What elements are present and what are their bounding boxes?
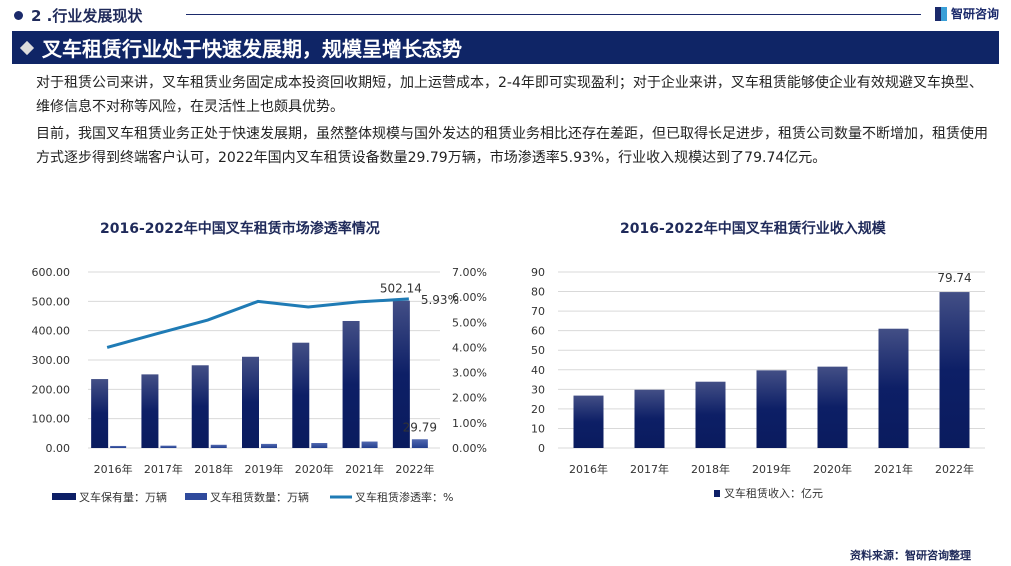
data-label: 29.79 — [403, 420, 437, 434]
x-tick-label: 2017年 — [144, 462, 183, 476]
y-tick-label: 0.00 — [46, 442, 71, 455]
legend-swatch — [185, 493, 207, 500]
bar-revenue — [756, 370, 787, 448]
bullet-icon — [14, 10, 23, 20]
y-tick-label: 40 — [531, 364, 545, 377]
y-tick-label: 80 — [531, 286, 545, 299]
bar-rental — [411, 439, 428, 448]
y-tick-label: 100.00 — [32, 413, 71, 426]
y-tick-label: 200.00 — [32, 383, 71, 396]
logo-text: 智研咨询 — [950, 7, 999, 21]
title-bar: 叉车租赁行业处于快速发展期，规模呈增长态势 — [12, 31, 999, 64]
bar-revenue — [939, 292, 970, 448]
y-tick-label: 600.00 — [32, 266, 71, 279]
y2-tick-label: 7.00% — [452, 266, 487, 279]
x-tick-label: 2016年 — [94, 462, 133, 476]
x-tick-label: 2021年 — [874, 462, 913, 476]
bar-revenue — [817, 366, 848, 448]
y-tick-label: 60 — [531, 325, 545, 338]
x-tick-label: 2019年 — [752, 462, 791, 476]
bar-holdings — [191, 365, 209, 448]
y-tick-label: 500.00 — [32, 295, 71, 308]
paragraph-2: 目前，我国叉车租赁业务正处于快速发展期，虽然整体规模与国外发达的租赁业务相比还存… — [36, 126, 988, 166]
bar-revenue — [573, 395, 604, 448]
bar-holdings — [392, 300, 410, 448]
bar-rental — [110, 445, 127, 448]
bar-rental — [160, 445, 177, 448]
bar-rental — [361, 441, 378, 448]
data-label: 79.74 — [937, 271, 971, 285]
bar-revenue — [878, 328, 909, 448]
legend-label: 叉车租赁数量：万辆 — [210, 490, 309, 504]
x-tick-label: 2018年 — [691, 462, 730, 476]
source-note: 资料来源：智研咨询整理 — [850, 549, 971, 562]
legend-swatch — [714, 490, 720, 497]
y-tick-label: 300.00 — [32, 354, 71, 367]
section-label: 2 .行业发展现状 — [31, 6, 143, 25]
bar-revenue — [634, 389, 665, 448]
y2-tick-label: 6.00% — [452, 291, 487, 304]
logo: 智研咨询 — [934, 5, 999, 22]
x-tick-label: 2018年 — [194, 462, 233, 476]
bar-holdings — [292, 342, 310, 448]
data-label: 5.93% — [421, 293, 459, 307]
x-tick-label: 2022年 — [395, 462, 434, 476]
section-heading: 2 .行业发展现状 — [14, 4, 142, 26]
legend-label: 叉车租赁收入：亿元 — [724, 486, 823, 500]
legend-label: 叉车保有量：万辆 — [79, 490, 167, 504]
y-tick-label: 0 — [538, 442, 545, 455]
y-tick-label: 400.00 — [32, 325, 71, 338]
y-tick-label: 30 — [531, 383, 545, 396]
bar-revenue — [695, 381, 726, 448]
bar-holdings — [91, 379, 109, 448]
bar-holdings — [141, 374, 159, 448]
data-label: 502.14 — [380, 282, 422, 296]
logo-icon — [934, 6, 947, 21]
page-title: 叉车租赁行业处于快速发展期，规模呈增长态势 — [42, 37, 462, 61]
y2-tick-label: 3.00% — [452, 367, 487, 380]
bar-rental — [311, 443, 328, 448]
y-tick-label: 20 — [531, 403, 545, 416]
paragraph-1: 对于租赁公司来讲，叉车租赁业务固定成本投资回收期短，加上运营成本，2-4年即可实… — [36, 75, 983, 115]
legend-swatch — [52, 493, 76, 500]
bar-rental — [210, 444, 227, 448]
y-tick-label: 70 — [531, 305, 545, 318]
x-tick-label: 2017年 — [630, 462, 669, 476]
bar-rental — [261, 443, 277, 448]
bar-holdings — [342, 320, 360, 448]
y-tick-label: 90 — [531, 266, 545, 279]
x-tick-label: 2019年 — [245, 462, 284, 476]
y-tick-label: 50 — [531, 344, 545, 357]
y2-tick-label: 4.00% — [452, 341, 487, 354]
line-penetration — [106, 297, 409, 349]
bar-holdings — [242, 356, 259, 448]
y-tick-label: 10 — [531, 422, 545, 435]
divider — [186, 14, 921, 15]
y2-tick-label: 1.00% — [452, 417, 487, 430]
x-tick-label: 2022年 — [935, 462, 974, 476]
chart-title-right: 2016-2022年中国叉车租赁行业收入规模 — [620, 221, 886, 237]
legend-label: 叉车租赁渗透率：% — [355, 490, 453, 504]
x-tick-label: 2021年 — [345, 462, 384, 476]
y2-tick-label: 0.00% — [452, 442, 487, 455]
chart-title-left: 2016-2022年中国叉车租赁市场渗透率情况 — [100, 221, 380, 237]
x-tick-label: 2016年 — [569, 462, 608, 476]
x-tick-label: 2020年 — [813, 462, 852, 476]
y2-tick-label: 5.00% — [452, 316, 487, 329]
y2-tick-label: 2.00% — [452, 392, 487, 405]
x-tick-label: 2020年 — [295, 462, 334, 476]
